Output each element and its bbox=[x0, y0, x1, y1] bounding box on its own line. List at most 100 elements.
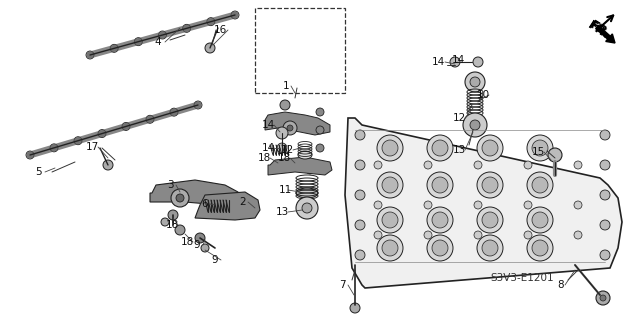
Circle shape bbox=[477, 172, 503, 198]
Text: 10: 10 bbox=[476, 90, 490, 100]
Text: 16: 16 bbox=[214, 25, 227, 35]
Circle shape bbox=[427, 135, 453, 161]
Text: 8: 8 bbox=[558, 280, 564, 290]
Circle shape bbox=[171, 189, 189, 207]
Circle shape bbox=[176, 194, 184, 202]
Circle shape bbox=[574, 161, 582, 169]
Text: FR.: FR. bbox=[585, 18, 612, 42]
Circle shape bbox=[207, 18, 215, 26]
Circle shape bbox=[432, 140, 448, 156]
Circle shape bbox=[231, 11, 239, 19]
Circle shape bbox=[527, 235, 553, 261]
Circle shape bbox=[482, 177, 498, 193]
Circle shape bbox=[600, 295, 606, 301]
Text: 7: 7 bbox=[339, 280, 345, 290]
Text: S3V3-E1201: S3V3-E1201 bbox=[490, 273, 554, 283]
Text: 17: 17 bbox=[86, 142, 99, 152]
Circle shape bbox=[350, 303, 360, 313]
Circle shape bbox=[134, 38, 142, 46]
Circle shape bbox=[146, 115, 154, 123]
Circle shape bbox=[596, 291, 610, 305]
Circle shape bbox=[470, 77, 480, 87]
Circle shape bbox=[432, 177, 448, 193]
Circle shape bbox=[316, 108, 324, 116]
Circle shape bbox=[302, 155, 309, 162]
Circle shape bbox=[527, 207, 553, 233]
Circle shape bbox=[450, 57, 460, 67]
Text: 9: 9 bbox=[212, 255, 219, 265]
Text: 18: 18 bbox=[165, 220, 179, 230]
Text: FR.: FR. bbox=[587, 18, 614, 42]
Text: 12: 12 bbox=[280, 145, 294, 155]
Circle shape bbox=[26, 151, 34, 159]
Text: 13: 13 bbox=[452, 145, 466, 155]
Circle shape bbox=[374, 201, 382, 209]
Circle shape bbox=[600, 160, 610, 170]
Circle shape bbox=[548, 148, 562, 162]
Circle shape bbox=[424, 161, 432, 169]
Circle shape bbox=[86, 51, 94, 59]
Circle shape bbox=[201, 244, 209, 252]
Text: 18: 18 bbox=[180, 237, 193, 247]
Circle shape bbox=[574, 201, 582, 209]
Text: 14: 14 bbox=[261, 120, 275, 130]
Circle shape bbox=[287, 125, 293, 131]
Circle shape bbox=[427, 235, 453, 261]
Circle shape bbox=[175, 225, 185, 235]
Ellipse shape bbox=[296, 188, 318, 198]
Circle shape bbox=[477, 235, 503, 261]
Circle shape bbox=[374, 231, 382, 239]
Circle shape bbox=[527, 135, 553, 161]
Circle shape bbox=[432, 240, 448, 256]
Text: 14: 14 bbox=[261, 143, 275, 153]
Circle shape bbox=[477, 207, 503, 233]
Polygon shape bbox=[265, 112, 330, 135]
Circle shape bbox=[302, 203, 312, 213]
Circle shape bbox=[600, 130, 610, 140]
Circle shape bbox=[524, 161, 532, 169]
Circle shape bbox=[532, 177, 548, 193]
Circle shape bbox=[473, 57, 483, 67]
Circle shape bbox=[463, 113, 487, 137]
Circle shape bbox=[477, 135, 503, 161]
Circle shape bbox=[424, 201, 432, 209]
Circle shape bbox=[524, 201, 532, 209]
Circle shape bbox=[524, 231, 532, 239]
Circle shape bbox=[283, 121, 297, 135]
Circle shape bbox=[377, 135, 403, 161]
Text: 11: 11 bbox=[278, 185, 292, 195]
Text: 15: 15 bbox=[531, 147, 544, 157]
Circle shape bbox=[103, 160, 113, 170]
Circle shape bbox=[470, 120, 480, 130]
Circle shape bbox=[377, 172, 403, 198]
Circle shape bbox=[474, 161, 482, 169]
Circle shape bbox=[159, 31, 166, 39]
Text: 18: 18 bbox=[277, 153, 290, 163]
Circle shape bbox=[183, 24, 191, 32]
Circle shape bbox=[482, 140, 498, 156]
Circle shape bbox=[316, 144, 324, 152]
Text: 6: 6 bbox=[202, 199, 209, 209]
Polygon shape bbox=[345, 118, 622, 288]
Text: 1: 1 bbox=[283, 81, 289, 91]
Circle shape bbox=[532, 240, 548, 256]
Circle shape bbox=[355, 190, 365, 200]
Text: 12: 12 bbox=[452, 113, 466, 123]
Circle shape bbox=[168, 210, 178, 220]
Circle shape bbox=[532, 140, 548, 156]
Circle shape bbox=[161, 218, 169, 226]
Polygon shape bbox=[150, 180, 238, 205]
Circle shape bbox=[355, 160, 365, 170]
Circle shape bbox=[600, 190, 610, 200]
Circle shape bbox=[432, 212, 448, 228]
Text: 13: 13 bbox=[275, 207, 289, 217]
Text: 18: 18 bbox=[258, 153, 271, 163]
Text: 2: 2 bbox=[239, 197, 246, 207]
Circle shape bbox=[377, 207, 403, 233]
Circle shape bbox=[427, 172, 453, 198]
Text: 5: 5 bbox=[35, 167, 42, 177]
Circle shape bbox=[382, 140, 398, 156]
Circle shape bbox=[280, 100, 290, 110]
Circle shape bbox=[205, 43, 215, 53]
Circle shape bbox=[50, 144, 58, 152]
